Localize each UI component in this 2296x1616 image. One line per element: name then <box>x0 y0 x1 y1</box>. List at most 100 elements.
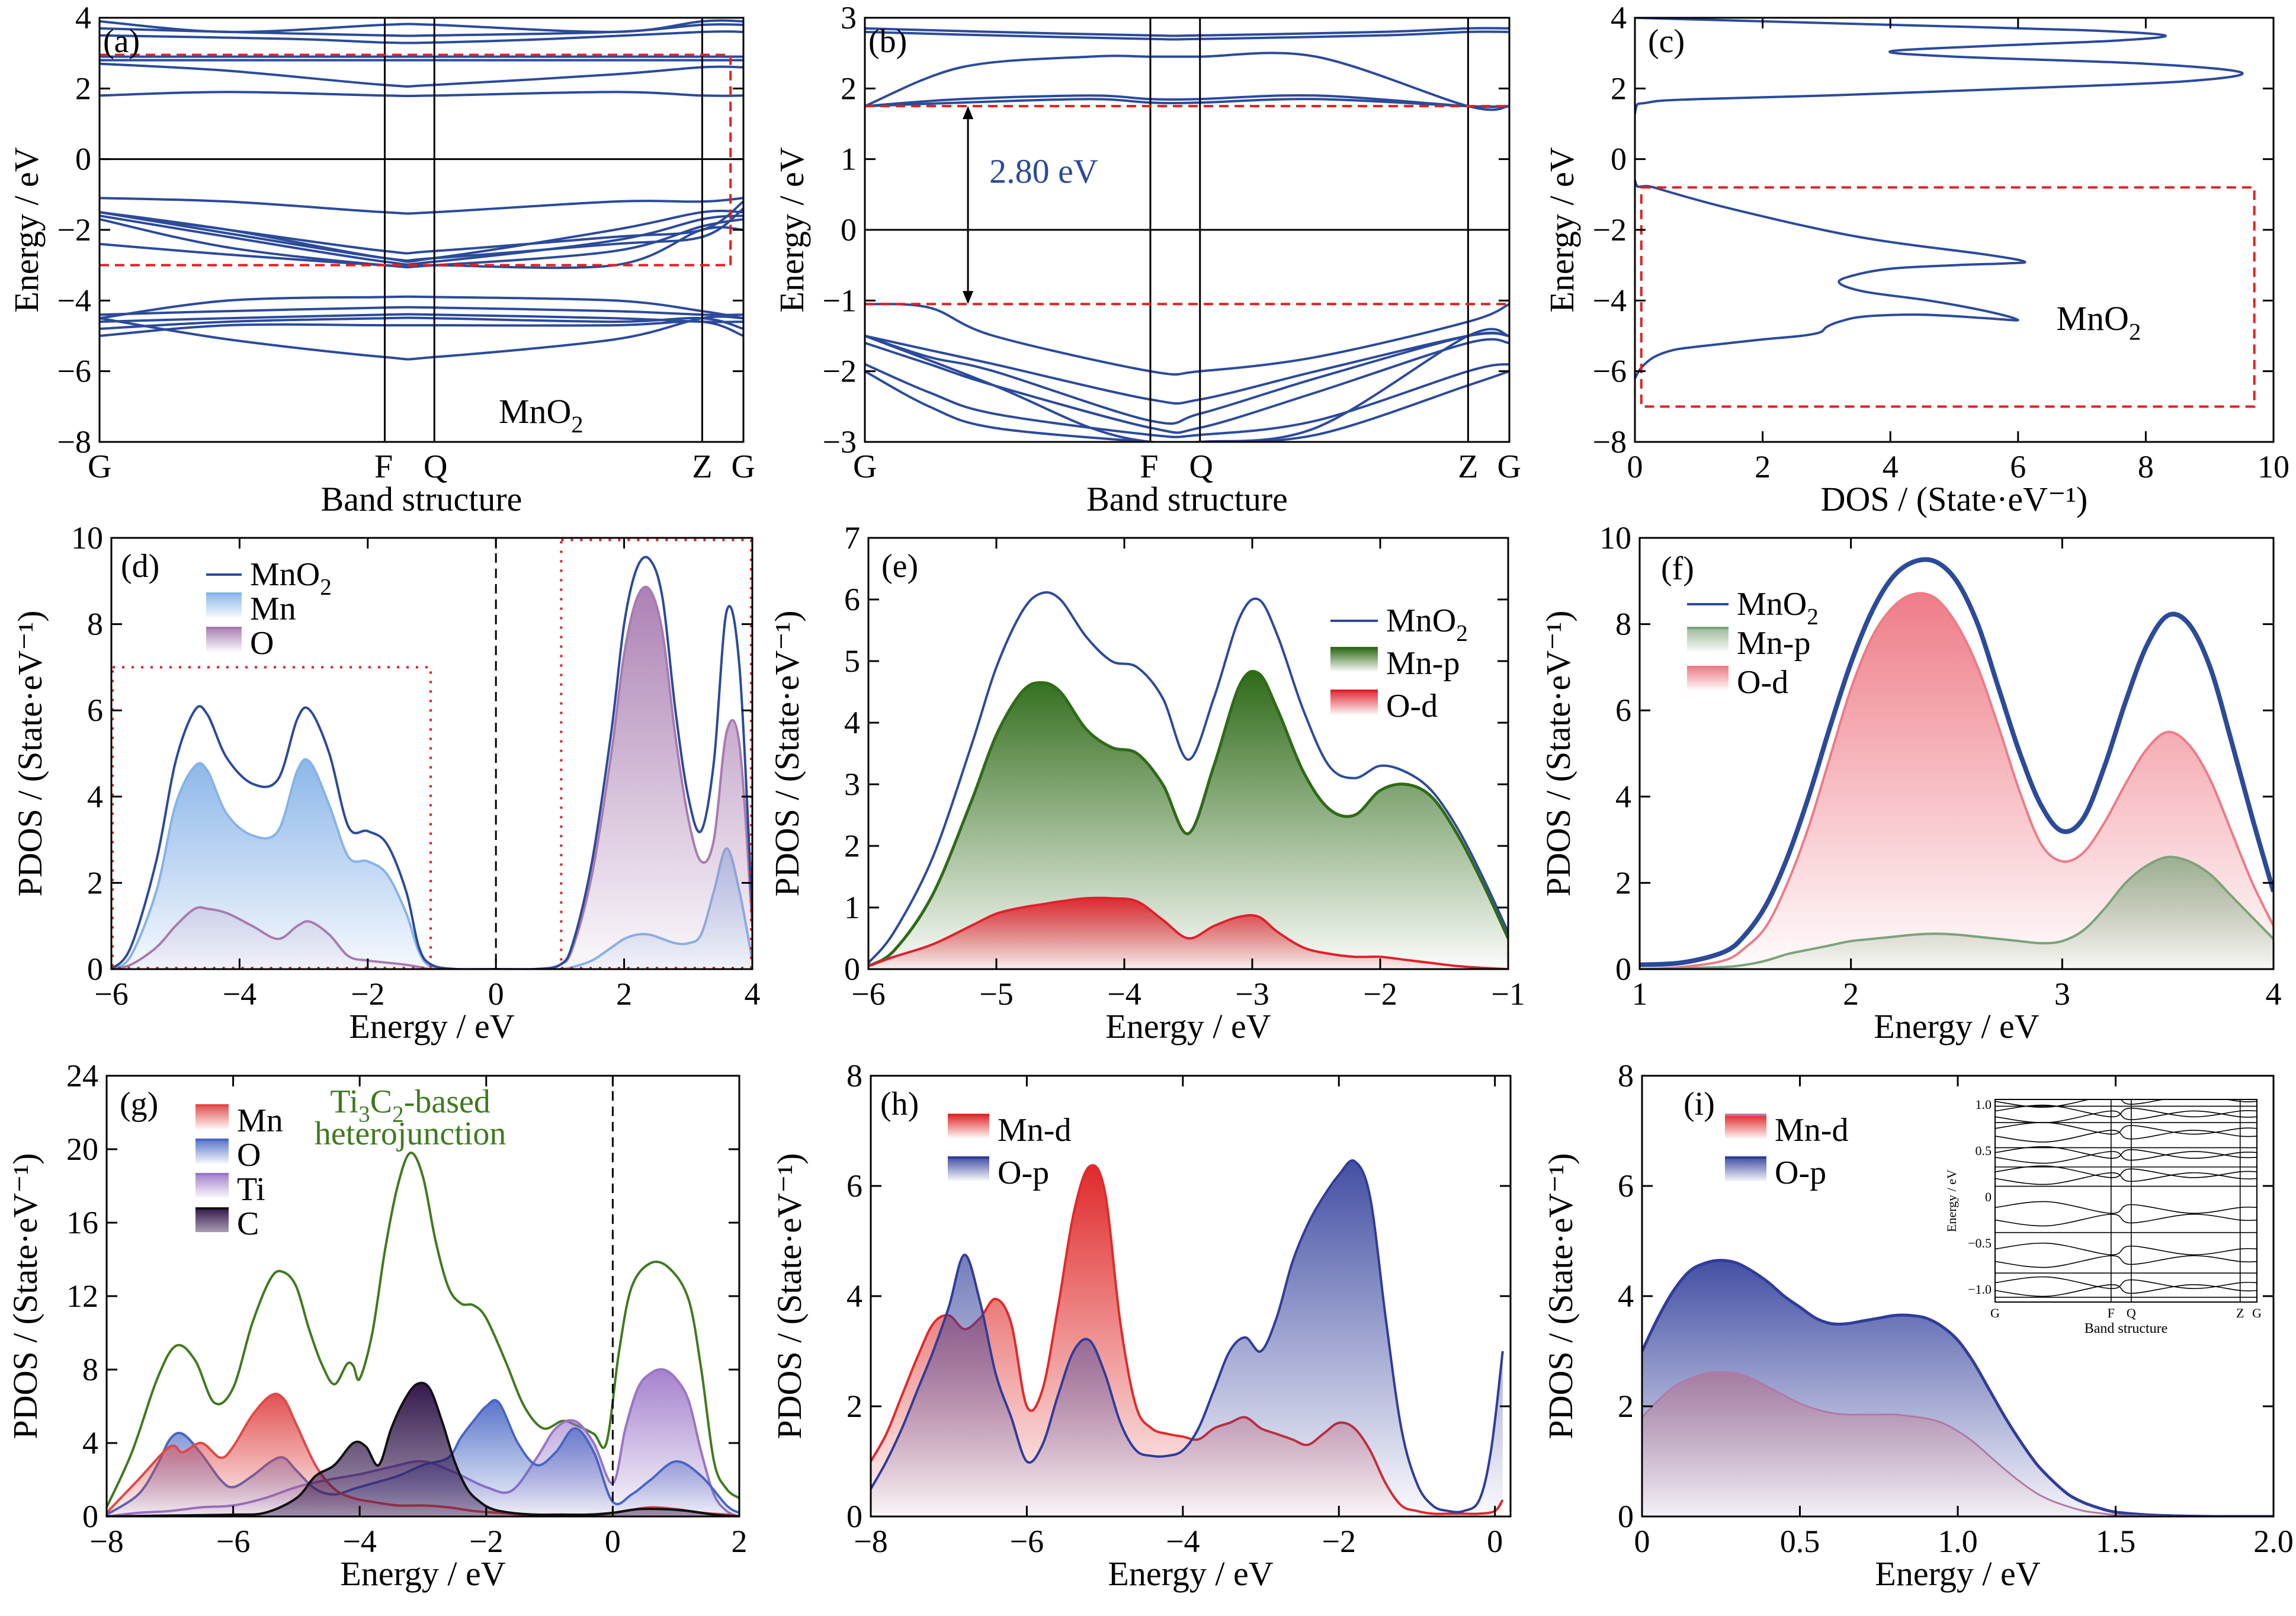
legend-swatch <box>948 1158 989 1181</box>
band-line <box>100 91 743 98</box>
legend-label-o: O <box>250 625 274 662</box>
pdos-line-mnp <box>1640 855 2273 969</box>
inset-y-tick-label: −0.5 <box>1968 1236 1992 1251</box>
inset-k-label: G <box>1990 1306 2000 1320</box>
y-tick-label: 20 <box>66 1131 98 1167</box>
y-tick-label: −3 <box>823 424 857 460</box>
pdos-line-op <box>1642 1259 2273 1516</box>
band-line <box>865 328 1509 442</box>
pdos-area-od <box>868 897 1508 969</box>
band-line <box>100 30 743 44</box>
y-tick-label: −4 <box>57 283 91 318</box>
y-axis-label: PDOS / (State·eV⁻¹) <box>11 611 49 897</box>
panel-label: (b) <box>868 23 907 60</box>
formula-annotation: MnO2​ <box>499 392 583 438</box>
y-tick-label: 4 <box>1615 779 1631 815</box>
band-line <box>100 295 743 320</box>
legend-label-op: O-p <box>998 1155 1049 1191</box>
legend-label-c: C <box>237 1205 259 1242</box>
x-axis-label: Energy / eV <box>1108 1554 1273 1593</box>
y-tick-label: −8 <box>57 424 91 460</box>
y-axis-label: PDOS / (State·eV⁻¹) <box>1539 611 1577 897</box>
panel-i-pdos-with-inset: 0 2 4 6 8 0 0.5 1.0 1.5 2.0 Energy / eV PDOS / (Sta… <box>1541 1058 2294 1593</box>
x-tick-label: −6 <box>216 1524 250 1559</box>
y-tick-label: 0 <box>841 212 857 248</box>
pdos-area-od <box>1640 593 2273 969</box>
pdos-series-layer <box>1642 1259 2273 1516</box>
pdos-area-c <box>107 1383 739 1516</box>
y-tick-label: 8 <box>82 1352 98 1387</box>
dos-curve <box>1635 18 2244 379</box>
y-tick-label: 4 <box>82 1425 98 1461</box>
y-tick-label: 4 <box>1618 1278 1634 1314</box>
pdos-line-total <box>107 1152 739 1508</box>
inset-y-axis-label: Energy / eV <box>1944 1169 1959 1232</box>
axes-frame <box>98 17 745 443</box>
panel-e-pdos: 0 1 2 3 4 5 6 7 −6 −5 −4 −3 −2 −1 Energy / eV PDOS / (S… <box>768 520 1525 1046</box>
y-tick-label: 0 <box>1611 142 1627 177</box>
k-point-label: G <box>853 448 877 485</box>
band-lines <box>865 27 1509 442</box>
legend-swatch <box>195 1140 229 1163</box>
panel-label: (d) <box>121 548 159 585</box>
x-tick-label: −5 <box>979 976 1013 1012</box>
y-tick-label: 4 <box>844 705 860 740</box>
y-tick-label: 8 <box>846 1058 862 1094</box>
y-tick-label: 3 <box>844 767 860 802</box>
x-axis-label: Energy / eV <box>340 1554 505 1593</box>
pdos-line-mnd <box>1642 1371 2273 1516</box>
legend-label-mnp: Mn-p <box>1386 645 1460 682</box>
inset-frame <box>1994 1099 2257 1303</box>
x-tick-label: −2 <box>1363 976 1397 1012</box>
legend-label-od: O-d <box>1386 688 1438 724</box>
k-point-label: Q <box>1189 448 1213 485</box>
inset-y-tick-label: −1.0 <box>1968 1282 1992 1297</box>
x-tick-label: −2 <box>469 1524 503 1559</box>
x-tick-label: 0 <box>1634 1524 1650 1559</box>
k-point-label: Q <box>424 448 447 485</box>
k-point-label: F <box>1140 448 1158 485</box>
band-line <box>865 30 1509 41</box>
band-line <box>865 338 1509 434</box>
y-tick-label: 4 <box>846 1278 862 1314</box>
y-tick-label: 8 <box>1618 1058 1634 1094</box>
y-tick-label: 10 <box>1599 520 1631 556</box>
axes-frame <box>110 537 753 970</box>
x-tick-label: 0 <box>1627 449 1643 485</box>
legend-label-mno2: MnO2​ <box>1737 586 1819 630</box>
pdos-line-od <box>868 896 1508 969</box>
band-line <box>865 332 1509 405</box>
legend-label-mn: Mn <box>237 1102 283 1139</box>
legend-swatch <box>1725 1115 1766 1139</box>
y-tick-label: 4 <box>75 0 91 36</box>
x-tick-label: 0 <box>488 976 504 1012</box>
x-axis-label: Band structure <box>1086 480 1288 518</box>
y-tick-label: 6 <box>1615 692 1631 728</box>
pdos-series-layer <box>871 1159 1504 1516</box>
y-tick-label: 10 <box>71 520 103 556</box>
x-tick-label: 0.5 <box>1780 1524 1820 1559</box>
band-lines <box>100 19 743 361</box>
y-tick-label: 2 <box>87 865 103 900</box>
y-tick-label: 5 <box>844 643 860 679</box>
band-line <box>100 316 743 331</box>
panel-g-pdos-heterojunction: 0 4 8 12 16 20 24 −8 −6 −4 −2 0 2 Energy / eV PDOS / (… <box>6 1058 748 1593</box>
legend-swatch <box>1687 628 1729 652</box>
y-axis-label: PDOS / (State·eV⁻¹) <box>6 1153 44 1439</box>
y-axis-label: PDOS / (State·eV⁻¹) <box>1541 1153 1580 1439</box>
y-tick-label: 4 <box>1611 0 1627 36</box>
x-tick-label: −2 <box>1322 1524 1356 1559</box>
legend-label-mnd: Mn-d <box>1775 1112 1848 1149</box>
panel-label: (i) <box>1683 1086 1715 1123</box>
x-tick-label: −4 <box>342 1524 376 1559</box>
panel-label: (h) <box>880 1086 919 1123</box>
y-tick-label: 4 <box>87 779 103 815</box>
dotted-box <box>111 666 432 970</box>
band-line <box>865 27 1509 37</box>
x-tick-label: −8 <box>89 1524 123 1559</box>
legend-swatch <box>1725 1158 1766 1181</box>
x-tick-label: 8 <box>2138 449 2154 485</box>
y-tick-label: 0 <box>844 951 860 987</box>
